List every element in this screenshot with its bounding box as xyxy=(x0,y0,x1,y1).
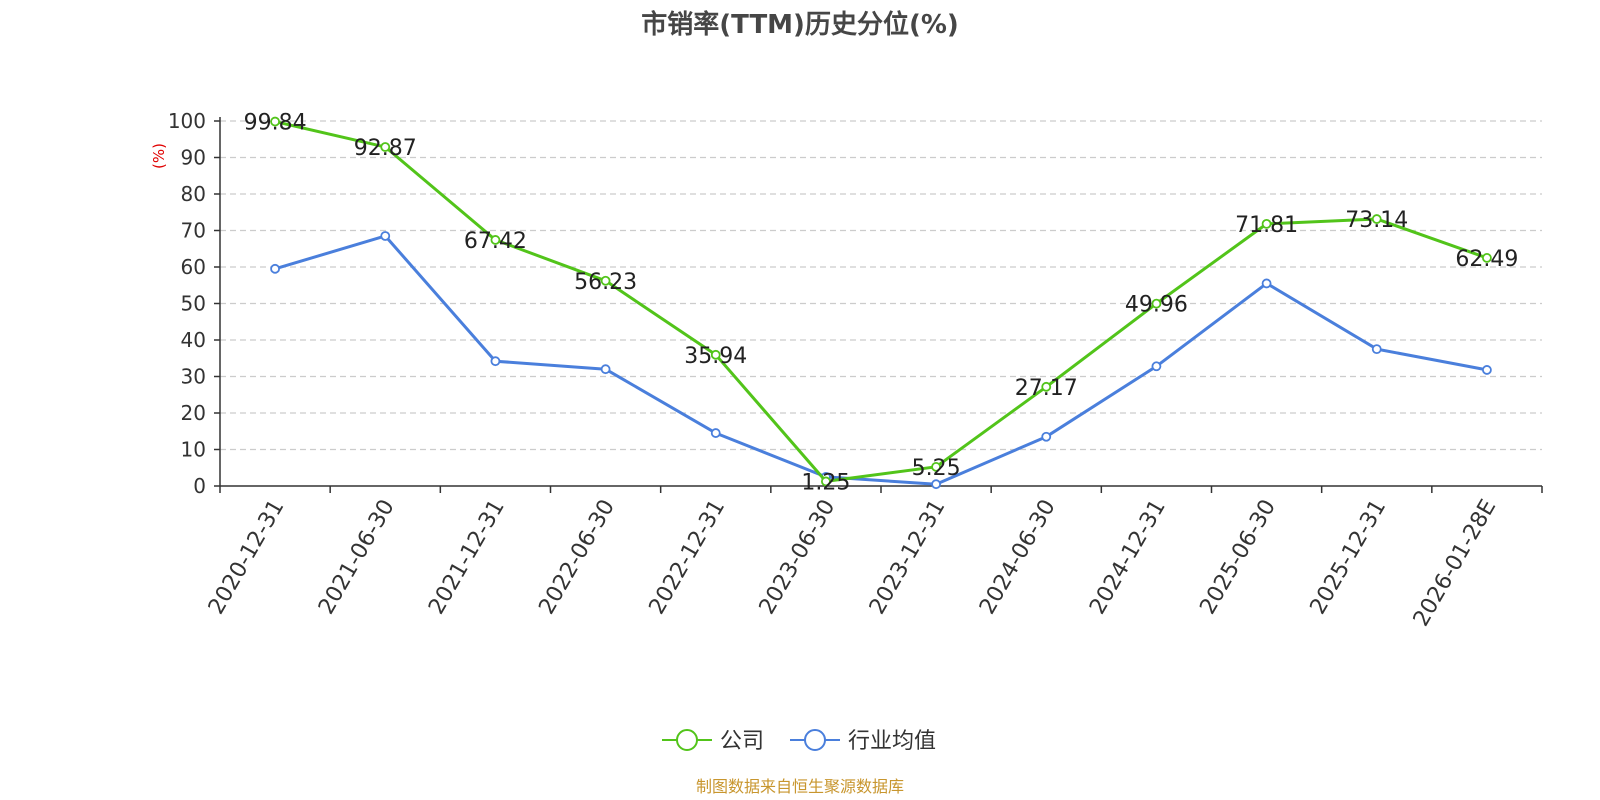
x-tick-label: 2022-06-30 xyxy=(534,496,620,619)
axes: 0 10 20 30 40 50 60 70 80 90 100 2020-12-31 2021-06-… xyxy=(168,109,1543,631)
x-tick-label: 2026-01-28E xyxy=(1409,496,1502,631)
legend-marker xyxy=(804,729,826,751)
x-tick-label: 2024-06-30 xyxy=(975,496,1061,619)
data-point[interactable] xyxy=(490,235,501,245)
data-label: 56.23 xyxy=(574,270,637,295)
y-tick-label: 0 xyxy=(193,474,206,498)
x-tick-label: 2021-12-31 xyxy=(424,495,510,618)
data-point[interactable] xyxy=(270,116,280,127)
data-point[interactable] xyxy=(710,428,721,438)
x-tick-label: 2025-12-31 xyxy=(1306,496,1392,619)
data-point[interactable] xyxy=(1151,298,1162,309)
data-point[interactable] xyxy=(380,231,391,241)
series-line-0 xyxy=(274,120,1488,483)
legend-item-1[interactable]: 行业均值 xyxy=(790,729,936,754)
data-label: 99.84 xyxy=(244,111,307,136)
y-tick-label: 60 xyxy=(181,255,206,279)
x-tick-label: 2025-06-30 xyxy=(1195,496,1281,619)
data-point[interactable] xyxy=(1041,431,1052,442)
legend-marker xyxy=(676,729,698,751)
y-axis-unit-label: (%) xyxy=(150,143,168,169)
legend[interactable]: 公司 行业均值 xyxy=(662,729,936,754)
data-point[interactable] xyxy=(710,349,721,360)
data-point[interactable] xyxy=(380,142,391,152)
y-tick-label: 10 xyxy=(181,438,206,462)
data-label: 5.25 xyxy=(912,456,961,481)
data-point[interactable] xyxy=(931,461,941,472)
data-point[interactable] xyxy=(1482,365,1492,375)
series-lines xyxy=(270,116,1492,490)
data-labels: 99.84 92.87 67.42 56.23 35.94 1.25 5.25 27.17 49… xyxy=(244,111,1519,496)
legend-item-0[interactable]: 公司 xyxy=(662,729,764,754)
data-point[interactable] xyxy=(1261,278,1272,289)
data-point[interactable] xyxy=(1261,218,1272,229)
y-tick-label: 20 xyxy=(181,401,206,425)
x-tick-label: 2023-06-30 xyxy=(755,496,841,619)
y-tick-label: 40 xyxy=(181,328,206,352)
series-line-1 xyxy=(274,234,1488,486)
x-tick-label: 2023-12-31 xyxy=(865,495,951,618)
data-label: 73.14 xyxy=(1345,208,1408,233)
data-point[interactable] xyxy=(1151,361,1162,372)
data-point[interactable] xyxy=(1041,381,1052,392)
data-label: 1.25 xyxy=(801,470,850,495)
y-tick-label: 50 xyxy=(181,292,206,316)
legend-label: 公司 xyxy=(720,729,764,754)
data-point[interactable] xyxy=(931,479,941,490)
data-point[interactable] xyxy=(270,263,280,274)
y-tick-label: 80 xyxy=(181,182,206,206)
data-label: 67.42 xyxy=(464,229,527,254)
data-point[interactable] xyxy=(1482,253,1492,263)
y-tick-label: 90 xyxy=(181,146,206,170)
data-point[interactable] xyxy=(821,476,831,487)
x-tick-label: 2024-12-31 xyxy=(1085,496,1171,619)
x-tick-label: 2020-12-31 xyxy=(204,496,290,619)
x-tick-label: 2022-12-31 xyxy=(645,496,731,619)
y-tick-label: 100 xyxy=(168,109,206,133)
data-point[interactable] xyxy=(1371,344,1382,355)
chart-title: 市销率(TTM)历史分位(%) xyxy=(641,9,959,40)
data-label: 27.17 xyxy=(1015,376,1078,401)
x-tick-label: 2021-06-30 xyxy=(314,496,400,619)
data-point[interactable] xyxy=(1371,214,1382,224)
data-label: 92.87 xyxy=(354,136,417,161)
data-point[interactable] xyxy=(600,364,611,375)
data-label: 49.96 xyxy=(1125,293,1188,318)
data-label: 35.94 xyxy=(684,344,747,369)
grid-lines xyxy=(220,120,1542,451)
source-note: 制图数据来自恒生聚源数据库 xyxy=(696,777,904,796)
legend-label: 行业均值 xyxy=(848,729,936,754)
data-point[interactable] xyxy=(490,356,501,367)
y-tick-label: 30 xyxy=(181,365,206,389)
y-tick-label: 70 xyxy=(181,219,206,243)
data-label: 71.81 xyxy=(1235,213,1298,238)
data-point[interactable] xyxy=(600,275,611,286)
data-label: 62.49 xyxy=(1455,247,1518,272)
